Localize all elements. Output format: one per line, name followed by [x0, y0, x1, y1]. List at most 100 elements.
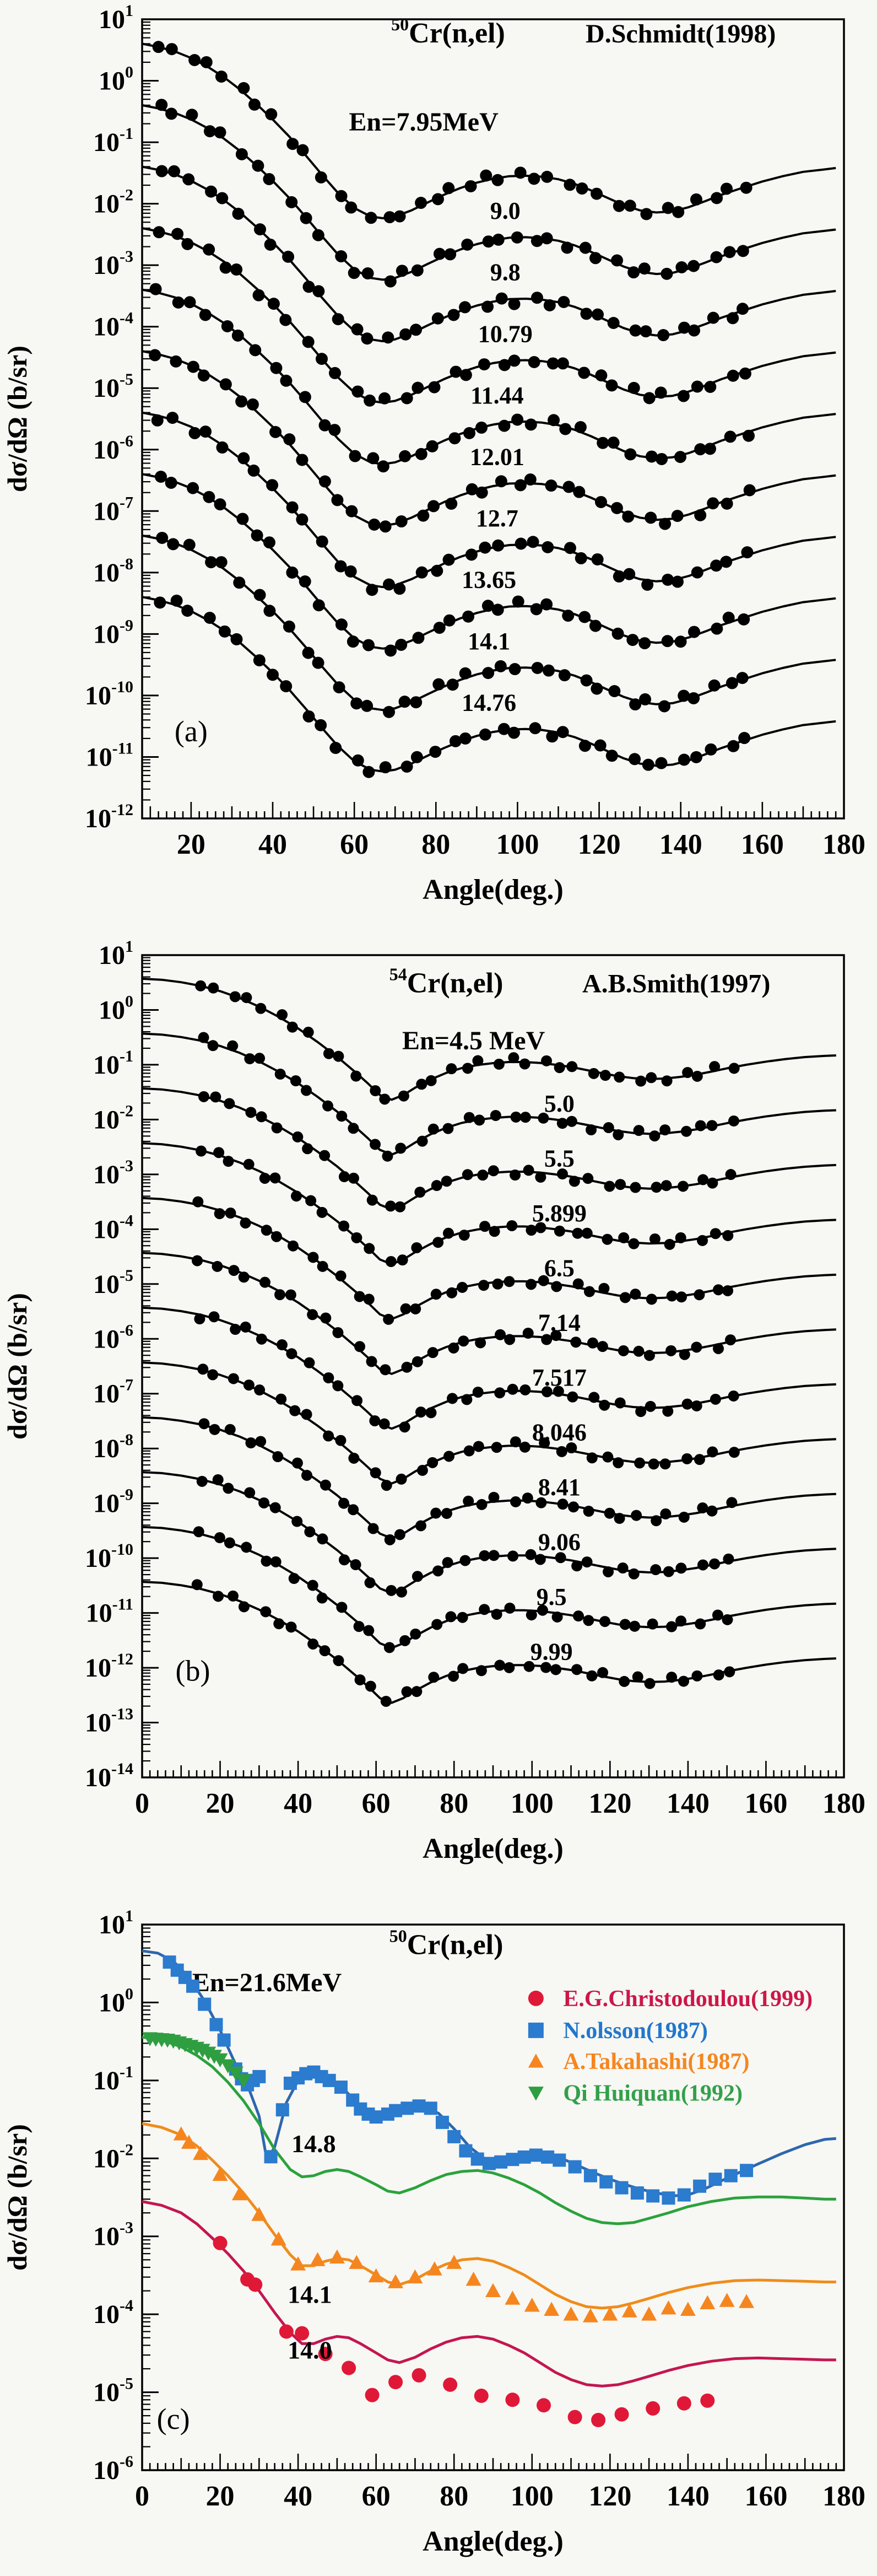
energy-label-14.8: 14.8 [291, 2130, 336, 2158]
data-point [155, 99, 168, 111]
data-point [677, 390, 690, 402]
data-point [280, 374, 293, 387]
data-point [586, 1670, 598, 1682]
data-point [738, 732, 751, 745]
x-tick-label: 140 [667, 2481, 710, 2512]
data-point [312, 285, 325, 298]
data-point [674, 451, 686, 464]
data-point [624, 200, 636, 212]
y-tick-label: 10-11 [86, 739, 133, 772]
data-point [171, 228, 184, 240]
y-axis-labels: 101 100 10-1 10-2 10-3 10-4 10-5 10-6 10-7 10-8 10… [85, 2, 133, 833]
data-point [506, 2153, 519, 2167]
data-point [562, 610, 575, 622]
data-point [494, 660, 507, 672]
data-point [557, 1499, 569, 1510]
data-point [428, 381, 441, 394]
data-point [446, 1063, 457, 1075]
data-point [463, 1445, 475, 1457]
data-point [505, 2291, 521, 2305]
data-point [595, 369, 608, 382]
data-point [399, 1635, 411, 1646]
data-point [443, 1227, 454, 1239]
data-point [316, 535, 328, 548]
data-point [675, 1232, 686, 1243]
points-A.Takahashi(1987) [173, 2126, 755, 2322]
data-point [586, 1124, 597, 1136]
x-axis-labels: 0 20 40 60 80 100 120 140 160 180 [135, 1788, 865, 1819]
data-point [707, 1446, 718, 1458]
y-tick-label: 10-3 [93, 247, 133, 280]
data-point [223, 1483, 234, 1494]
data-point [641, 2306, 657, 2321]
data-point [237, 452, 250, 465]
data-point [740, 2164, 754, 2178]
data-point [323, 1430, 334, 1442]
data-point [412, 2099, 426, 2113]
data-point [562, 481, 575, 493]
x-tick-label: 120 [588, 1788, 631, 1819]
data-point [365, 1680, 376, 1692]
data-point [638, 262, 651, 275]
data-point [597, 1667, 609, 1678]
data-point [382, 331, 394, 344]
x-axis-title: Angle(deg.) [423, 1833, 564, 1864]
data-point [671, 510, 684, 522]
data-point [224, 1098, 235, 1109]
data-point [227, 1590, 239, 1602]
data-point [383, 578, 396, 591]
data-point [526, 1279, 537, 1290]
data-point [691, 566, 703, 579]
data-point [442, 553, 455, 566]
data-point [312, 599, 325, 612]
data-point [299, 391, 311, 403]
data-point [659, 1124, 671, 1136]
data-point [410, 324, 423, 336]
data-point [181, 605, 194, 617]
data-point [395, 515, 408, 528]
data-point [259, 1276, 270, 1288]
data-point [285, 196, 298, 208]
data-point [448, 432, 461, 445]
y-axis-labels: 101 100 10-1 10-2 10-3 10-4 10-5 10-6 [93, 1907, 133, 2485]
data-point [209, 1424, 220, 1435]
data-point [619, 1675, 630, 1687]
data-point [578, 611, 591, 623]
data-point [389, 2104, 403, 2117]
data-point [682, 1066, 694, 1078]
data-point [605, 750, 618, 762]
data-point [459, 1555, 471, 1566]
data-point [430, 1507, 442, 1519]
data-point [602, 1451, 614, 1463]
data-point [659, 1458, 671, 1470]
data-point [515, 537, 527, 550]
data-point [399, 328, 412, 341]
data-point [244, 1487, 256, 1499]
data-point [241, 992, 252, 1004]
data-point [165, 107, 178, 120]
points-5 [198, 1032, 740, 1162]
data-point [656, 452, 668, 465]
data-point [658, 700, 671, 713]
data-point [465, 548, 478, 561]
y-tick-label: 10-3 [93, 1157, 133, 1189]
data-point [488, 1550, 500, 1561]
data-point [415, 566, 428, 579]
data-point [336, 1602, 348, 1613]
y-tick-label: 10-1 [93, 1047, 133, 1080]
data-point [522, 1492, 533, 1504]
data-point [621, 2303, 637, 2318]
data-point [266, 479, 279, 492]
data-point [317, 1533, 328, 1545]
data-point [258, 1497, 270, 1508]
data-point [227, 1040, 239, 1052]
data-point [661, 2300, 676, 2315]
data-point [296, 513, 308, 526]
data-point [432, 1237, 444, 1248]
data-point [450, 365, 462, 378]
data-point [651, 1182, 662, 1193]
data-point [707, 497, 719, 510]
data-point [526, 1225, 537, 1236]
data-point [316, 1206, 328, 1218]
data-point [619, 1292, 631, 1303]
